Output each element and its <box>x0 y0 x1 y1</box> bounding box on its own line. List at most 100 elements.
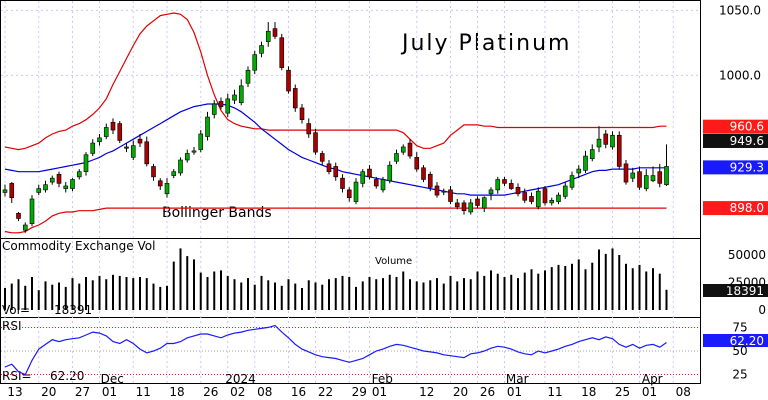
candle-body <box>56 173 62 184</box>
rsi-value-tag-label: 62.20 <box>730 334 764 348</box>
volume-series-label: Volume <box>375 256 412 267</box>
price-tag <box>703 133 768 148</box>
volume-value-label: Vol= <box>2 303 30 317</box>
candle-body <box>76 171 82 178</box>
month-label: Feb <box>372 372 393 386</box>
candle-body <box>103 127 109 137</box>
candle-body <box>556 194 561 202</box>
price-tag-label: 960.6 <box>730 120 764 134</box>
candle-body <box>124 146 129 149</box>
candle-body <box>63 185 69 189</box>
candle-body <box>610 134 615 148</box>
candle-body <box>461 202 467 211</box>
candle-body <box>353 181 359 202</box>
candle-body <box>245 69 251 84</box>
x-tick-label: 01 <box>507 385 522 399</box>
candle-body <box>623 163 629 183</box>
candle-body <box>502 179 507 184</box>
candle-body <box>346 189 352 198</box>
candle-body <box>22 224 28 231</box>
month-label: Dec <box>101 372 124 386</box>
candle-body <box>326 163 332 172</box>
candle-body <box>49 177 55 183</box>
x-tick-label: 20 <box>41 385 56 399</box>
candle-body <box>83 154 89 172</box>
volume-tick-label: 0 <box>758 303 766 317</box>
candle-body <box>562 185 568 197</box>
candle-body <box>306 123 312 135</box>
candle-body <box>2 189 8 193</box>
candle-body <box>488 189 494 195</box>
candle-body <box>232 94 237 101</box>
rsi-value-label: RSI= <box>2 369 32 383</box>
candle-body <box>97 137 102 143</box>
candle-body <box>130 145 136 158</box>
x-tick-label: 11 <box>547 385 562 399</box>
x-tick-label: 01 <box>102 385 117 399</box>
x-tick-label: 26 <box>203 385 218 399</box>
candle-body <box>448 189 453 202</box>
candle-body <box>387 164 393 182</box>
candle-body <box>394 153 399 162</box>
x-tick-label: 08 <box>676 385 691 399</box>
price-tag <box>703 160 768 175</box>
candle-body <box>637 171 642 188</box>
candle-body <box>589 149 595 159</box>
price-tag-label: 898.0 <box>730 201 764 215</box>
candle-body <box>238 85 244 104</box>
candle-body <box>319 153 325 162</box>
volume-value-tag <box>703 284 768 297</box>
candle-body <box>569 175 575 188</box>
candle-body <box>43 184 48 191</box>
candle-body <box>407 142 413 157</box>
candle-body <box>475 198 480 206</box>
price-tag-label: 949.6 <box>730 134 764 148</box>
candle-body <box>36 188 42 193</box>
x-tick-label: 01 <box>642 385 657 399</box>
candle-body <box>421 167 426 180</box>
x-tick-label: 20 <box>453 385 468 399</box>
price-tag <box>703 119 768 134</box>
candle-body <box>373 179 379 187</box>
candle-body <box>380 179 386 191</box>
candle-body <box>549 199 555 204</box>
candle-body <box>299 107 305 120</box>
x-tick-label: 13 <box>7 385 22 399</box>
x-tick-label: 11 <box>136 385 151 399</box>
chart-title: July Platinum <box>400 31 571 56</box>
candle-body <box>468 202 474 213</box>
candle-body <box>427 173 433 188</box>
rsi-value-tag <box>703 334 768 347</box>
candle-body <box>313 132 318 153</box>
month-label: Mar <box>506 372 529 386</box>
x-tick-label: 16 <box>291 385 306 399</box>
candle-body <box>616 134 622 167</box>
x-tick-label: 18 <box>581 385 596 399</box>
x-tick-label: 22 <box>318 385 333 399</box>
candle-body <box>144 141 150 165</box>
lower-bollinger-band <box>4 207 667 234</box>
candle-body <box>29 198 35 224</box>
volume-tick-label: 25000 <box>728 276 766 290</box>
candle-body <box>151 166 156 178</box>
candle-body <box>157 180 163 187</box>
bollinger-annotation: Bollinger Bands <box>162 205 272 221</box>
candle-body <box>252 54 258 71</box>
candle-body <box>515 186 521 195</box>
volume-value-tag-label: 18391 <box>726 284 764 298</box>
candle-body <box>576 168 582 174</box>
candle-body <box>90 142 96 154</box>
volume-panel-title: Commodity Exchange Vol <box>2 239 155 253</box>
candle-body <box>333 166 339 178</box>
upper-bollinger-band <box>4 12 667 151</box>
candle-body <box>117 123 123 141</box>
candle-body <box>272 28 278 37</box>
candle-body <box>596 138 602 148</box>
rsi-panel-title: RSI <box>2 319 22 333</box>
candle-body <box>583 155 588 171</box>
candle-body <box>643 175 649 189</box>
candle-body <box>434 185 440 196</box>
x-tick-label: 01 <box>372 385 387 399</box>
price-tick-label: 1050.0 <box>719 3 761 17</box>
candle-body <box>184 153 190 161</box>
